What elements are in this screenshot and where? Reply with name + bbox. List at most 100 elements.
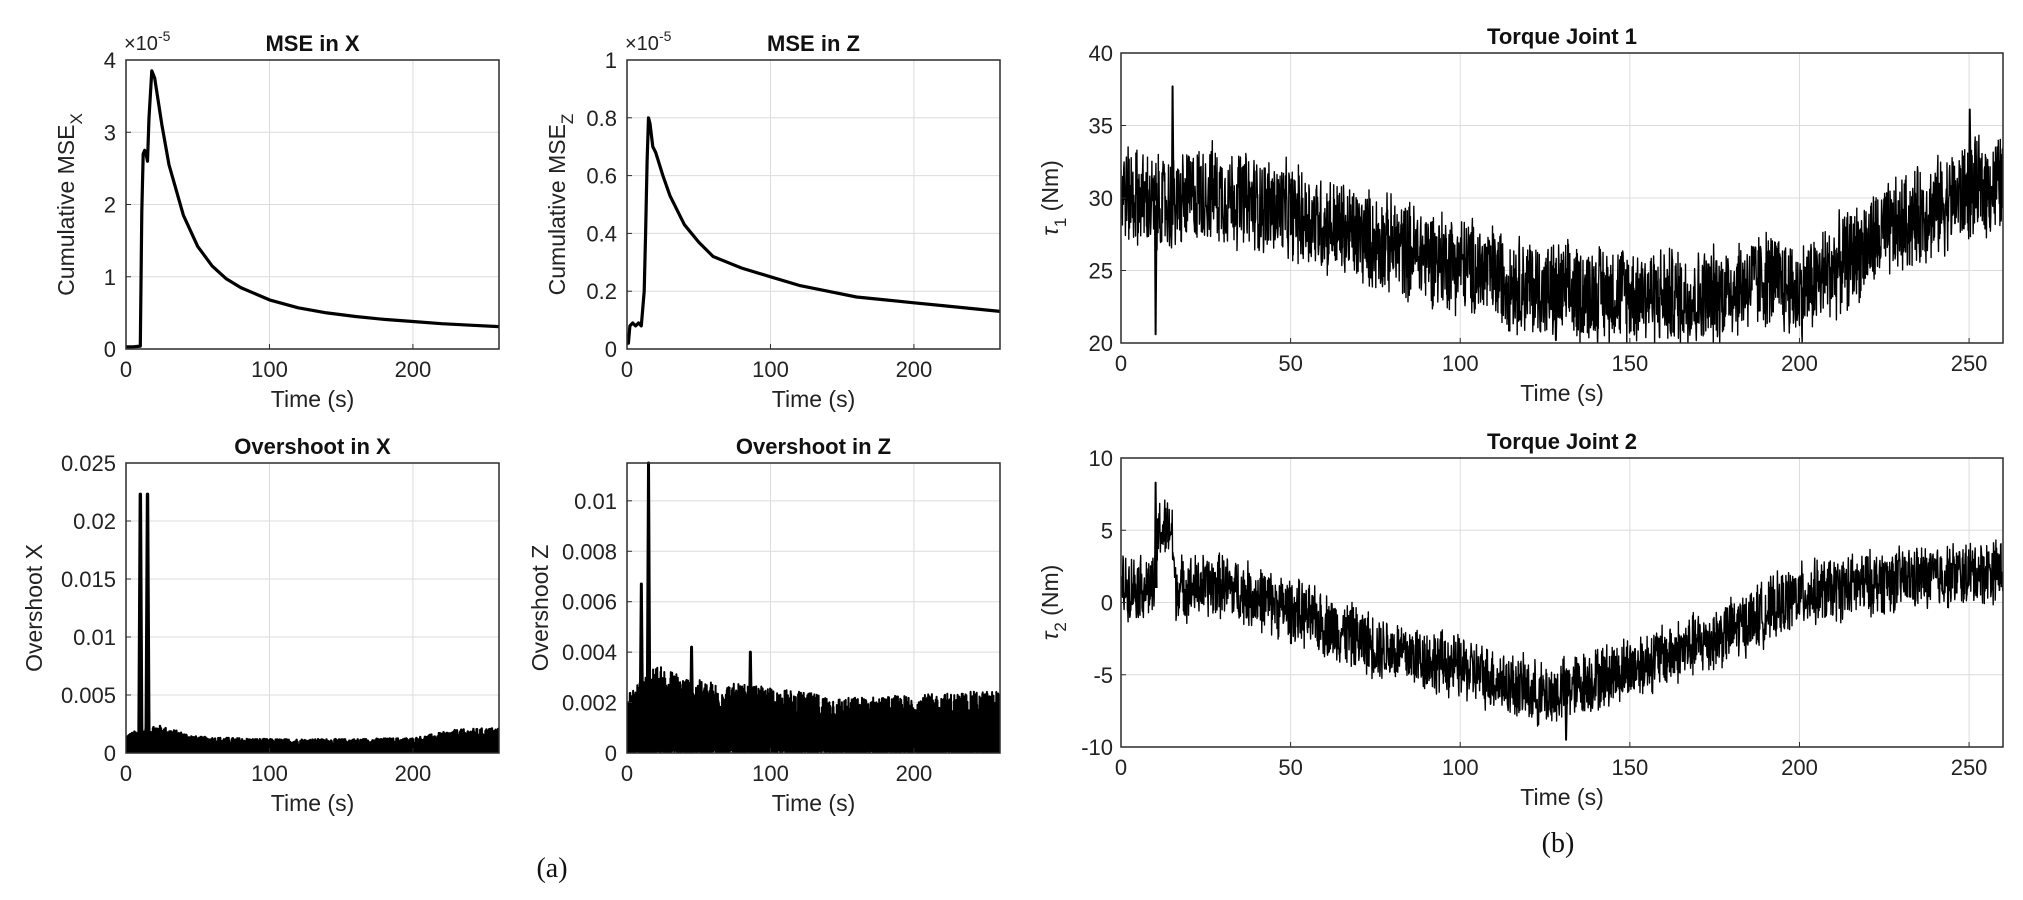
panel-label-a: (a): [536, 853, 567, 884]
y-tick-label: 3: [104, 120, 116, 145]
chart-title: Torque Joint 1: [1487, 24, 1637, 49]
y-tick-label: 0.015: [61, 567, 116, 592]
plot-area: [1121, 481, 2003, 741]
series-line: [126, 724, 499, 753]
x-tick-label: 200: [1781, 755, 1818, 780]
x-tick-label: 0: [120, 761, 132, 786]
y-tick-label: 0.004: [562, 640, 617, 665]
y-tick-label: 0.6: [586, 164, 617, 189]
x-tick-label: 200: [395, 357, 432, 382]
y-axis-label-main: Cumulative MSE: [544, 124, 570, 295]
y-axis-label: Cumulative MSEX: [53, 113, 86, 296]
exponent-power: -5: [659, 28, 672, 44]
exponent-power: -5: [158, 28, 171, 44]
x-tick-label: 100: [752, 357, 789, 382]
series-line: [126, 69, 499, 349]
chart-title: Overshoot in Z: [736, 434, 891, 459]
chart-torque-joint-1: 0 50 100 150 200 250 20 25 30 35 40 Torque Joint 1 T…: [1037, 24, 2004, 406]
chart-title: MSE in X: [265, 31, 359, 56]
y-tick-label: 0.2: [586, 279, 617, 304]
axes-frame: [626, 59, 1001, 350]
x-tick-label: 50: [1278, 755, 1302, 780]
series-spike: [1170, 85, 1175, 206]
series-spike: [137, 492, 144, 753]
y-tick-label: 40: [1089, 41, 1113, 66]
y-axis-label-unit: (Nm): [1037, 160, 1063, 217]
x-tick-label: 50: [1278, 351, 1302, 376]
y-axis-label-symbol: τ: [1037, 226, 1063, 236]
y-tick-label: 0.006: [562, 590, 617, 615]
chart-mse-z: 0 100 200 0 0.2 0.4 0.6 0.8 1 MSE in Z Time (s) Cum…: [544, 28, 1001, 412]
x-axis-label: Time (s): [1520, 380, 1603, 406]
y-tick-label: 0: [104, 741, 116, 766]
chart-overshoot-x: 0 100 200 0 0.005 0.01 0.015 0.02 0.025 Overshoot…: [21, 434, 500, 816]
x-axis-label: Time (s): [271, 790, 354, 816]
x-tick-label: 100: [752, 761, 789, 786]
axes-frame: [125, 462, 500, 754]
plot-area: [1121, 85, 2003, 343]
y-tick-label: 0.008: [562, 539, 617, 564]
series-spike: [638, 582, 645, 753]
chart-mse-x: 0 100 200 0 1 2 3 4 MSE in X Time (s) Cumulative M…: [53, 28, 500, 412]
x-axis-label: Time (s): [772, 386, 855, 412]
y-tick-label: 0.4: [586, 221, 617, 246]
plot-area: [126, 69, 499, 349]
y-axis-label-unit: (Nm): [1037, 565, 1063, 622]
series-spike: [1153, 205, 1158, 336]
series-spike: [747, 650, 754, 753]
x-tick-label: 0: [1115, 755, 1127, 780]
chart-title: MSE in Z: [767, 31, 860, 56]
y-tick-label: 0.005: [61, 683, 116, 708]
x-tick-label: 200: [395, 761, 432, 786]
y-tick-label: 0: [605, 337, 617, 362]
y-tick-label: 2: [104, 193, 116, 218]
x-tick-label: 200: [1781, 351, 1818, 376]
x-tick-label: 0: [1115, 351, 1127, 376]
series-spike: [688, 645, 695, 753]
series-spike: [645, 461, 652, 753]
chart-title: Torque Joint 2: [1487, 429, 1637, 454]
chart-title: Overshoot in X: [234, 434, 391, 459]
x-tick-label: 0: [621, 761, 633, 786]
exponent-base: ×10: [124, 33, 158, 55]
exponent-base: ×10: [625, 33, 659, 55]
y-tick-label: 1: [104, 265, 116, 290]
x-tick-label: 250: [1951, 351, 1988, 376]
series-spike: [1968, 108, 1972, 191]
y-axis-label-main: Cumulative MSE: [53, 125, 79, 296]
y-tick-label: 20: [1089, 331, 1113, 356]
y-tick-label: 0: [104, 337, 116, 362]
y-axis-label-subscript: 1: [1051, 218, 1070, 227]
y-axis-label: τ1 (Nm): [1037, 160, 1070, 236]
x-tick-label: 0: [621, 357, 633, 382]
x-tick-label: 100: [1442, 755, 1479, 780]
series-line: [1121, 499, 2003, 727]
y-axis-label-subscript: Z: [558, 114, 577, 124]
x-tick-label: 150: [1611, 755, 1648, 780]
y-tick-label: 5: [1101, 518, 1113, 543]
y-tick-label: -10: [1081, 735, 1113, 760]
y-tick-label: 1: [605, 48, 617, 73]
y-tick-label: 0.01: [574, 489, 617, 514]
y-tick-label: 0: [1101, 591, 1113, 616]
y-tick-label: 25: [1089, 259, 1113, 284]
plot-area: [627, 461, 1000, 753]
y-axis-label: Cumulative MSEZ: [544, 114, 577, 296]
y-tick-label: 0.8: [586, 106, 617, 131]
y-tick-label: 0.025: [61, 451, 116, 476]
exponent-label: ×10-5: [124, 28, 171, 55]
y-tick-label: 0: [605, 741, 617, 766]
panel-label-b: (b): [1542, 828, 1575, 859]
y-tick-label: 4: [104, 48, 116, 73]
chart-overshoot-z: 0 100 200 0 0.002 0.004 0.006 0.008 0.01 Overshoo…: [527, 434, 1001, 816]
plot-area: [627, 116, 1000, 345]
series-line: [627, 666, 1000, 753]
y-axis-label: Overshoot Z: [527, 545, 553, 672]
series-spike: [1153, 481, 1158, 589]
series-spike: [1564, 689, 1569, 741]
chart-torque-joint-2: 0 50 100 150 200 250 -10 -5 0 5 10 Torque Joint 2 Ti…: [1037, 429, 2004, 810]
x-tick-label: 100: [251, 761, 288, 786]
x-tick-label: 200: [896, 761, 933, 786]
plot-area: [126, 492, 499, 753]
x-tick-label: 100: [1442, 351, 1479, 376]
